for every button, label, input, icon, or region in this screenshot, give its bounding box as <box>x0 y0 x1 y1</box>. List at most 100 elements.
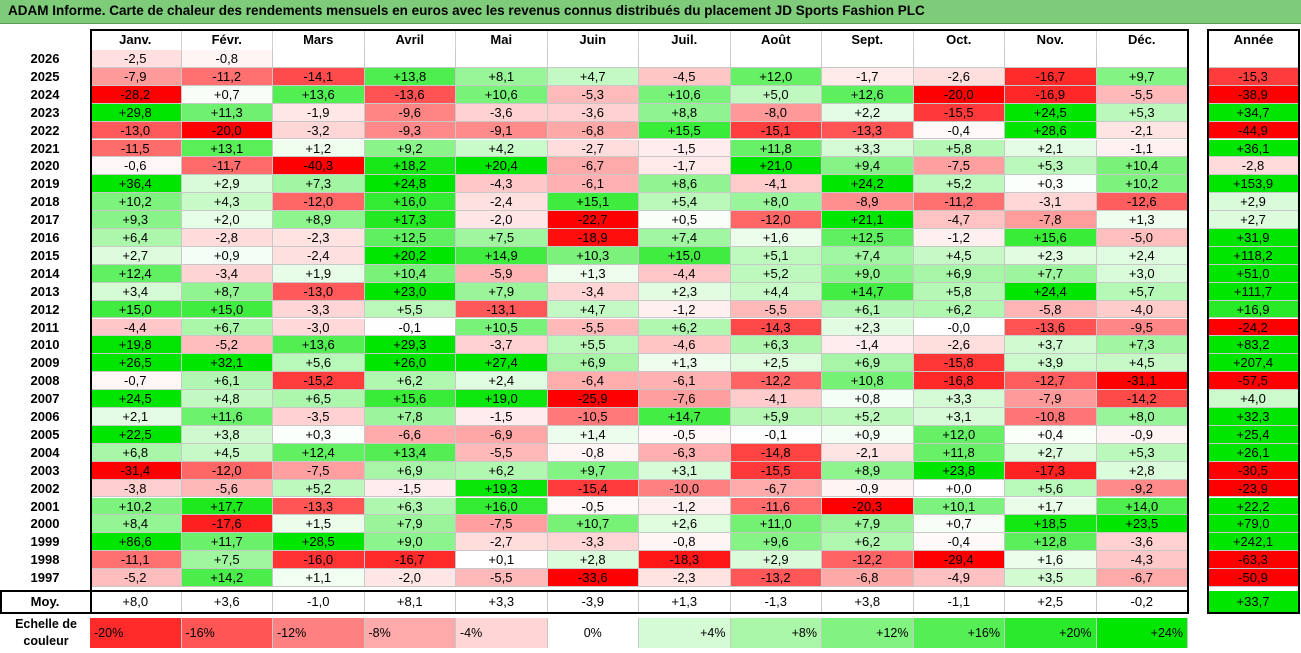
heatmap-cell: +1,7 <box>1005 497 1097 516</box>
heatmap-cell: +11,0 <box>730 515 822 534</box>
year-label: 2021 <box>30 140 60 156</box>
heatmap-cell: +2,2 <box>822 103 914 122</box>
average-cell: -1,3 <box>731 591 822 613</box>
heatmap-cell: +2,0 <box>181 211 273 229</box>
year-label: 2009 <box>30 355 60 371</box>
heatmap-cell: +5,2 <box>913 175 1005 194</box>
heatmap-cell: +5,0 <box>730 85 822 104</box>
heatmap-cell: +6,2 <box>913 300 1005 319</box>
heatmap-cell: +4,5 <box>181 443 273 462</box>
heatmap-cell: +24,4 <box>1005 282 1097 301</box>
heatmap-cell: -9,2 <box>1096 479 1188 498</box>
heatmap-cell: +5,2 <box>822 408 914 426</box>
annual-cell: +36,1 <box>1208 139 1299 158</box>
heatmap-cell: -13,2 <box>730 569 822 587</box>
annual-cell: +111,7 <box>1208 282 1299 301</box>
heatmap-cell: -0,8 <box>181 50 273 68</box>
heatmap-cell: +10,7 <box>547 515 639 534</box>
heatmap-cell: -13,6 <box>1005 318 1097 337</box>
heatmap-cell: +12,6 <box>822 85 914 104</box>
heatmap-cell: +11,7 <box>181 533 273 552</box>
average-cell: -1,0 <box>273 591 365 613</box>
heatmap-cell: +13,1 <box>181 139 273 158</box>
heatmap-cell: -4,4 <box>639 264 731 283</box>
heatmap-cell: +4,7 <box>547 67 639 86</box>
annual-cell: +118,2 <box>1208 246 1299 265</box>
heatmap-cell: +12,5 <box>822 229 914 247</box>
heatmap-cell: -13,0 <box>90 121 182 140</box>
average-cell: -0,2 <box>1097 591 1188 613</box>
heatmap-cell: +2,8 <box>1096 461 1188 480</box>
heatmap-cell: +15,1 <box>547 193 639 212</box>
heatmap-cell: -6,8 <box>547 121 639 140</box>
page-title: ADAM Informe. Carte de chaleur des rende… <box>8 3 925 18</box>
heatmap-cell: +86,6 <box>90 533 182 552</box>
heatmap-cell: +2,3 <box>1005 246 1097 265</box>
heatmap-cell: +19,3 <box>456 479 548 498</box>
heatmap-cell: +24,5 <box>1005 103 1097 122</box>
heatmap-cell: +6,9 <box>822 354 914 373</box>
heatmap-cell: +6,2 <box>456 461 548 480</box>
heatmap-cell: -8,9 <box>822 193 914 212</box>
legend-swatch: -4% <box>456 618 548 648</box>
heatmap-cell: +2,5 <box>730 354 822 373</box>
legend-swatch: +16% <box>913 618 1005 648</box>
year-label: 2010 <box>30 337 60 353</box>
heatmap-cell: +9,0 <box>364 533 456 552</box>
heatmap-cell: +0,5 <box>639 211 731 229</box>
heatmap-cell: +5,4 <box>639 193 731 212</box>
year-label: 2023 <box>30 104 60 120</box>
heatmap-cell: -14,3 <box>730 318 822 337</box>
heatmap-cell: +1,3 <box>1096 211 1188 229</box>
annual-cell: -44,9 <box>1208 121 1299 140</box>
heatmap-cell: +12,8 <box>1005 533 1097 552</box>
heatmap-cell: -16,7 <box>364 551 456 570</box>
heatmap-cell: +5,3 <box>1096 443 1188 462</box>
heatmap-cell: -0,6 <box>90 157 182 176</box>
heatmap-cell: +10,6 <box>639 85 731 104</box>
heatmap-cell: -15,5 <box>913 103 1005 122</box>
average-cell: +3,8 <box>822 591 914 613</box>
heatmap-cell <box>364 50 456 68</box>
heatmap-cell: -2,3 <box>273 229 365 247</box>
legend-swatch: +12% <box>822 618 914 648</box>
heatmap-cell: -3,1 <box>1005 193 1097 212</box>
heatmap-cell: -15,5 <box>730 461 822 480</box>
heatmap-cell: -11,1 <box>90 551 182 570</box>
heatmap-cell: +6,1 <box>822 300 914 319</box>
heatmap-cell: -10,5 <box>547 408 639 426</box>
heatmap-cell: +8,6 <box>639 175 731 194</box>
heatmap-cell: +5,2 <box>273 479 365 498</box>
annual-cell: -63,3 <box>1208 551 1299 570</box>
heatmap-cell: +5,8 <box>913 282 1005 301</box>
heatmap-cell: +11,6 <box>181 408 273 426</box>
heatmap-cell: +2,3 <box>639 282 731 301</box>
heatmap-cell: +15,0 <box>90 300 182 319</box>
heatmap-cell: +5,8 <box>913 139 1005 158</box>
heatmap-cell: -7,8 <box>1005 211 1097 229</box>
heatmap-cell: -2,8 <box>181 229 273 247</box>
month-header: Avril <box>365 30 456 50</box>
annual-cell: +22,2 <box>1208 497 1299 516</box>
heatmap-cell: -7,6 <box>639 390 731 408</box>
heatmap-cell: -13,6 <box>364 85 456 104</box>
heatmap-cell: +3,1 <box>639 461 731 480</box>
heatmap-cell: +23,8 <box>913 461 1005 480</box>
heatmap-cell: +3,1 <box>913 408 1005 426</box>
heatmap-cell: +20,4 <box>456 157 548 176</box>
heatmap-cell: +0,1 <box>456 551 548 570</box>
month-header: Mars <box>273 30 365 50</box>
heatmap-cell: -3,6 <box>547 103 639 122</box>
heatmap-cell: -20,3 <box>822 497 914 516</box>
heatmap-cell: -5,5 <box>456 569 548 587</box>
year-label: 2004 <box>30 444 60 460</box>
heatmap-cell: -20,0 <box>913 85 1005 104</box>
heatmap-cell: -3,6 <box>456 103 548 122</box>
heatmap-cell <box>1005 50 1097 68</box>
heatmap-cell: +2,4 <box>456 372 548 391</box>
heatmap-cell: +9,7 <box>547 461 639 480</box>
annual-cell: -38,9 <box>1208 85 1299 104</box>
heatmap-cell: +21,1 <box>822 211 914 229</box>
heatmap-cell: +3,3 <box>913 390 1005 408</box>
heatmap-cell <box>913 50 1005 68</box>
